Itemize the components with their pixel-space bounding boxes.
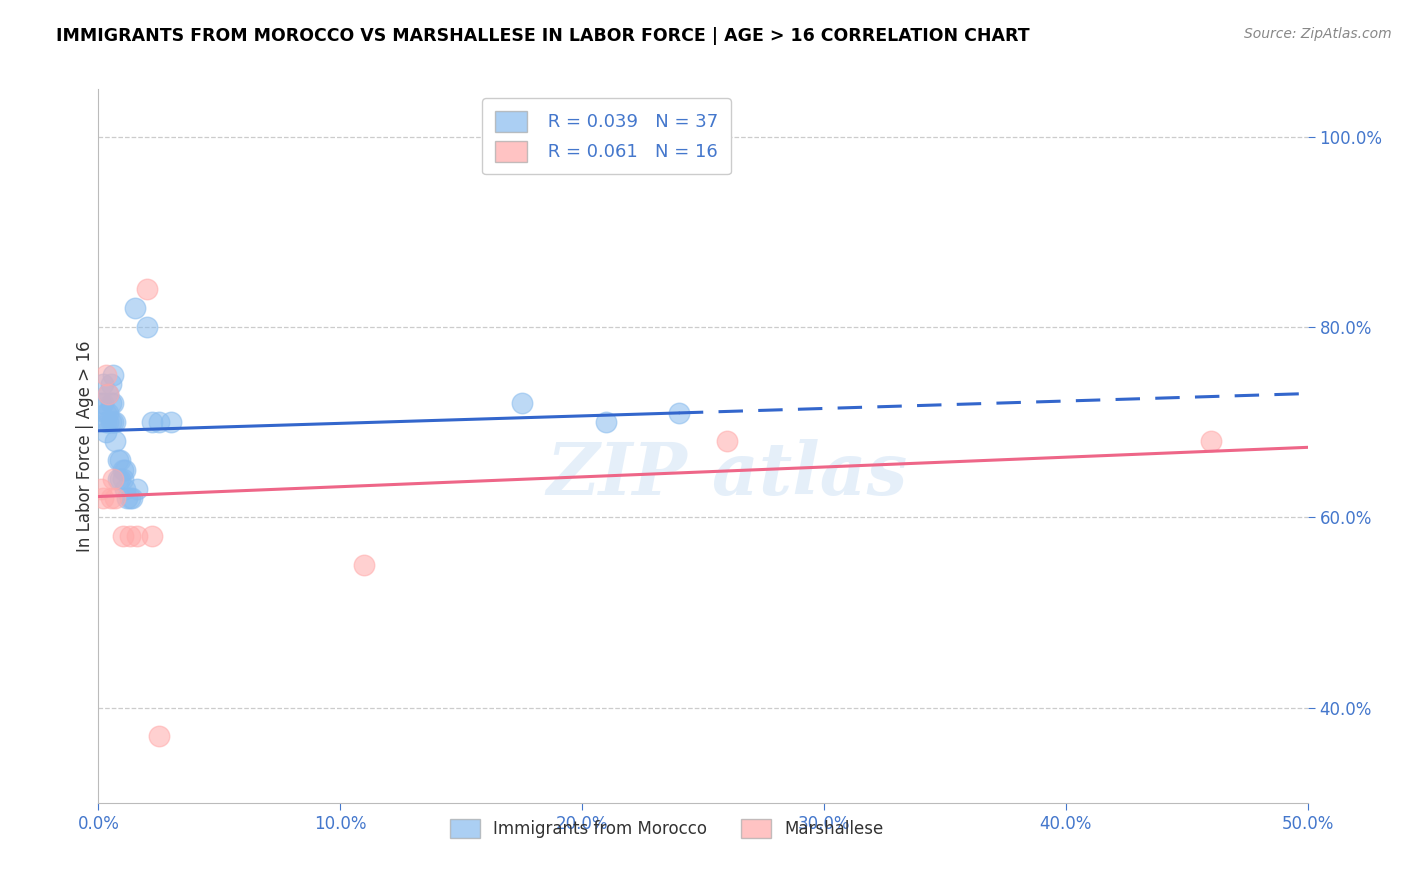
Point <box>135 320 157 334</box>
Point <box>108 472 131 486</box>
Point <box>160 415 183 429</box>
Legend: Immigrants from Morocco, Marshallese: Immigrants from Morocco, Marshallese <box>443 812 890 845</box>
Point <box>127 529 149 543</box>
Point <box>100 415 122 429</box>
Point <box>94 425 117 439</box>
Text: ZIP atlas: ZIP atlas <box>547 439 908 510</box>
Point <box>101 472 124 486</box>
Point <box>107 472 129 486</box>
Point <box>148 415 170 429</box>
Point <box>97 386 120 401</box>
Point <box>97 415 120 429</box>
Point <box>94 406 117 420</box>
Point <box>111 529 134 543</box>
Point <box>1199 434 1222 449</box>
Point <box>595 415 617 429</box>
Point <box>94 415 117 429</box>
Point <box>100 377 122 392</box>
Point <box>141 529 163 543</box>
Point <box>101 396 124 410</box>
Point <box>94 368 117 382</box>
Point <box>108 453 131 467</box>
Point <box>353 558 375 572</box>
Point <box>104 491 127 506</box>
Point <box>127 482 149 496</box>
Point <box>117 491 139 506</box>
Point <box>107 453 129 467</box>
Point <box>111 463 134 477</box>
Point <box>716 434 738 449</box>
Text: IMMIGRANTS FROM MOROCCO VS MARSHALLESE IN LABOR FORCE | AGE > 16 CORRELATION CHA: IMMIGRANTS FROM MOROCCO VS MARSHALLESE I… <box>56 27 1029 45</box>
Point <box>97 406 120 420</box>
Point <box>90 482 112 496</box>
Text: Source: ZipAtlas.com: Source: ZipAtlas.com <box>1244 27 1392 41</box>
Point <box>668 406 690 420</box>
Point <box>111 472 134 486</box>
Point <box>148 729 170 743</box>
Point <box>141 415 163 429</box>
Point <box>104 415 127 429</box>
Point <box>90 396 112 410</box>
Point <box>124 301 146 315</box>
Point <box>91 377 114 392</box>
Y-axis label: In Labor Force | Age > 16: In Labor Force | Age > 16 <box>76 340 94 552</box>
Point <box>114 463 136 477</box>
Point <box>118 491 141 506</box>
Point <box>91 396 114 410</box>
Point <box>510 396 533 410</box>
Point <box>101 368 124 382</box>
Point <box>104 434 127 449</box>
Point <box>91 491 114 506</box>
Point <box>121 491 143 506</box>
Point <box>135 282 157 296</box>
Point <box>118 529 141 543</box>
Point <box>100 396 122 410</box>
Point <box>97 386 120 401</box>
Point <box>114 482 136 496</box>
Point <box>101 415 124 429</box>
Point <box>100 491 122 506</box>
